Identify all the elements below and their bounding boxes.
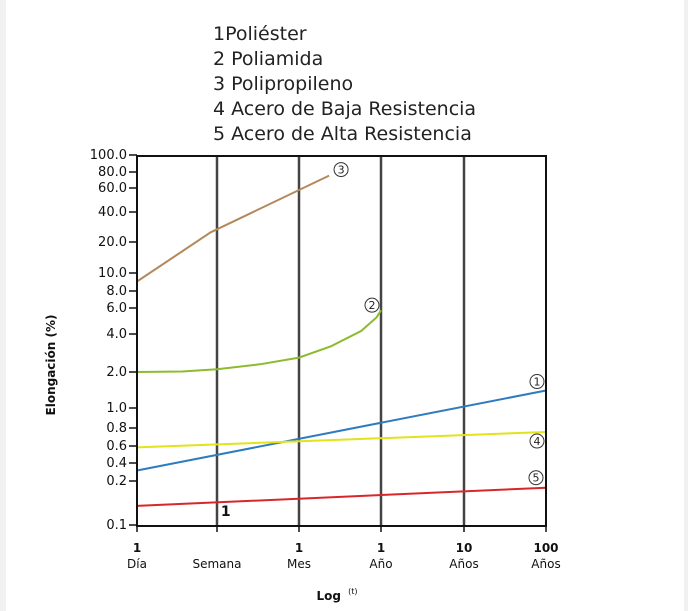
series-marker-label-3: 3: [338, 164, 345, 177]
legend: 1Poliéster 2 Poliamida 3 Polipropileno 4…: [213, 23, 476, 145]
legend-entry-4: 4 Acero de Baja Resistencia: [213, 98, 476, 120]
y-axis: 100.0 80.060.0 40.0 20.0 10.0 8.0 6.0 4.0 2.0 1.0…: [90, 148, 137, 533]
legend-entry-3: 3 Polipropileno: [213, 73, 353, 95]
y-tick-label-12: 0.6: [106, 439, 127, 454]
y-tick-label-7: 6.0: [106, 301, 127, 316]
series-line-5: [136, 486, 547, 507]
y-tick-label-13: 0.4: [106, 456, 127, 471]
x-tick-num-3: 1: [377, 541, 385, 555]
x-tick-num-0: 1: [133, 541, 141, 555]
y-tick-label-3: 40.0: [98, 205, 127, 220]
x-tick-unit-1: Semana: [192, 557, 241, 571]
x-tick-num-2: 1: [295, 541, 303, 555]
y-tick-label-6: 8.0: [106, 284, 127, 299]
series-markers: 3 2 1 4 5: [333, 162, 545, 486]
x-axis-label-sup: (t): [348, 587, 357, 596]
series-marker-circle-1: [529, 374, 545, 390]
x-tick-num-4: 10: [456, 541, 473, 555]
x-axis: 1 Día Semana 1 Mes 1 Año 10 Años 100 Años: [127, 526, 561, 571]
series-marker-label-1: 1: [534, 376, 541, 389]
series-line-4: [136, 431, 547, 449]
y-tick-label-2: 60.0: [98, 181, 127, 196]
series-line-2: [136, 309, 382, 373]
y-tick-label-4: 20.0: [98, 235, 127, 250]
series-group: [136, 174, 547, 507]
x-axis-label-main: Log: [316, 589, 340, 603]
plot-frame: [136, 155, 547, 527]
y-tick-label-8: 4.0: [106, 327, 127, 342]
chart-panel: [6, 0, 684, 611]
legend-entry-5: 5 Acero de Alta Resistencia: [213, 123, 472, 145]
y-tick-label-0: 100.0: [90, 148, 127, 163]
gridlines: [215, 156, 466, 526]
x-axis-label: Log (t): [316, 587, 357, 603]
y-tick-label-10: 1.0: [106, 401, 127, 416]
legend-entry-1: 1Poliéster: [213, 23, 307, 45]
y-tick-label-11: 0.8: [106, 421, 127, 436]
series-line-3: [136, 174, 330, 283]
y-tick-label-9: 2.0: [106, 365, 127, 380]
y-tick-label-5: 10.0: [98, 266, 127, 281]
series-marker-label-5: 5: [533, 472, 540, 485]
x-tick-unit-4: Años: [449, 557, 478, 571]
series-marker-circle-2: [364, 297, 380, 313]
y-tick-label-15: 0.1: [106, 518, 127, 533]
legend-entry-2: 2 Poliamida: [213, 48, 323, 70]
series-marker-label-2: 2: [369, 299, 376, 312]
x-tick-num-5: 100: [533, 541, 558, 555]
y-tick-label-1: 80.0: [98, 165, 127, 180]
x-tick-unit-2: Mes: [287, 557, 311, 571]
series-marker-label-4: 4: [534, 435, 541, 448]
x-tick-unit-0: Día: [127, 557, 147, 571]
series-marker-circle-4: [529, 433, 545, 449]
y-tick-label-14: 0.2: [106, 474, 127, 489]
x-tick-unit-3: Año: [369, 557, 392, 571]
series-line-1: [136, 389, 547, 472]
series-marker-circle-5: [528, 470, 544, 486]
x-tick-unit-5: Años: [531, 557, 560, 571]
y-axis-label: Elongación (%): [44, 315, 58, 416]
series-marker-circle-3: [333, 162, 349, 178]
inline-label: 1: [221, 504, 231, 520]
